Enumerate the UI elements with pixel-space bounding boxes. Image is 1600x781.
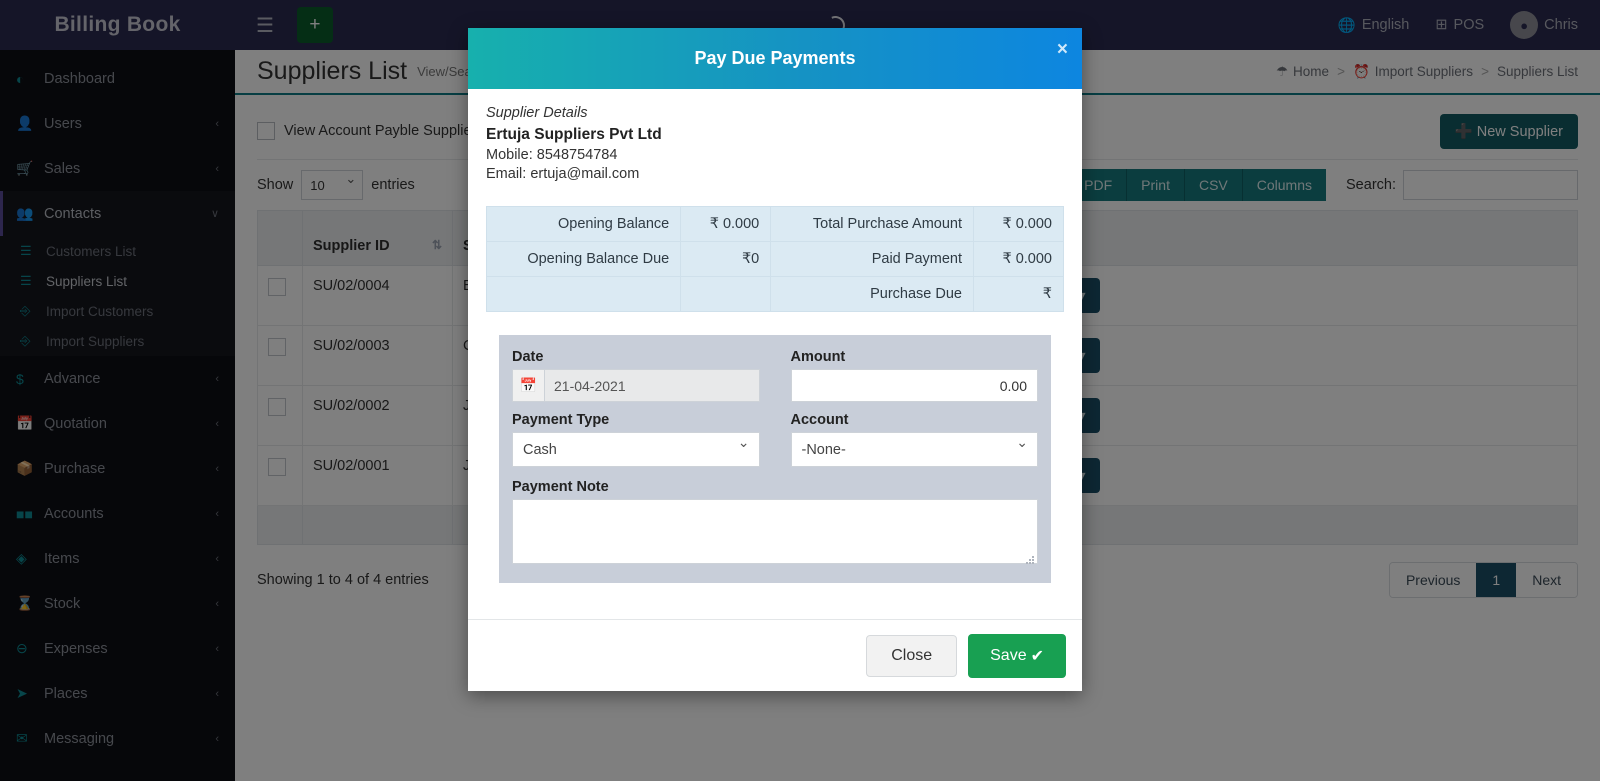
label-opening-balance-due: Opening Balance Due xyxy=(485,241,682,277)
payment-note-textarea[interactable] xyxy=(512,499,1038,564)
modal-header: Pay Due Payments × xyxy=(468,28,1082,89)
label-paid-payment: Paid Payment xyxy=(770,241,974,277)
supplier-email: Email: ertuja@mail.com xyxy=(486,166,640,182)
payment-type-wrap: Cash xyxy=(512,432,760,467)
form-row-2: Payment Type Cash Account -None- xyxy=(512,412,1038,467)
pay-due-payments-modal: Pay Due Payments × Supplier Details Ertu… xyxy=(468,28,1082,691)
label-total-purchase-amount: Total Purchase Amount xyxy=(770,206,974,242)
payment-note-wrap xyxy=(512,499,1038,569)
date-input-group: 📅 xyxy=(512,369,760,402)
value-total-purchase-amount: ₹ 0.000 xyxy=(973,206,1064,242)
check-icon: ✔ xyxy=(1030,647,1044,665)
date-input[interactable] xyxy=(544,369,760,402)
payment-form: Date 📅 Amount Payment Type xyxy=(499,335,1051,583)
supplier-name: Ertuja Suppliers Pvt Ltd xyxy=(486,126,662,143)
modal-body: Supplier Details Ertuja Suppliers Pvt Lt… xyxy=(468,89,1082,583)
form-row-1: Date 📅 Amount xyxy=(512,349,1038,402)
close-button[interactable]: Close xyxy=(866,634,958,677)
close-icon[interactable]: × xyxy=(1056,39,1068,60)
amount-field: Amount xyxy=(790,349,1038,402)
balance-row: Opening Balance ₹ 0.000 Total Purchase A… xyxy=(485,206,1064,242)
date-label: Date xyxy=(512,349,544,365)
account-select[interactable]: -None- xyxy=(790,432,1038,467)
payment-type-field: Payment Type Cash xyxy=(512,412,760,467)
balance-row: Opening Balance Due ₹0 Paid Payment ₹ 0.… xyxy=(485,241,1064,277)
save-label: Save xyxy=(990,646,1027,664)
account-label: Account xyxy=(790,412,849,428)
supplier-mobile: Mobile: 8548754784 xyxy=(486,147,618,163)
value-opening-balance-due: ₹0 xyxy=(680,241,772,277)
calendar-icon[interactable]: 📅 xyxy=(512,369,544,402)
value-opening-balance: ₹ 0.000 xyxy=(680,206,772,242)
amount-input[interactable] xyxy=(790,369,1038,402)
balance-row: Purchase Due ₹ xyxy=(485,276,1064,312)
modal-title: Pay Due Payments xyxy=(694,48,856,68)
payment-note-label: Payment Note xyxy=(512,479,609,495)
value-blank xyxy=(680,276,772,312)
account-wrap: -None- xyxy=(790,432,1038,467)
label-purchase-due: Purchase Due xyxy=(770,276,974,312)
supplier-details-label: Supplier Details xyxy=(486,105,588,121)
label-blank xyxy=(485,276,682,312)
modal-footer: Close Save ✔ xyxy=(468,619,1082,691)
account-field: Account -None- xyxy=(790,412,1038,467)
date-field: Date 📅 xyxy=(512,349,760,402)
value-paid-payment: ₹ 0.000 xyxy=(973,241,1064,277)
value-purchase-due: ₹ xyxy=(973,276,1064,312)
payment-type-select[interactable]: Cash xyxy=(512,432,760,467)
amount-label: Amount xyxy=(790,349,846,365)
label-opening-balance: Opening Balance xyxy=(485,206,682,242)
balance-table: Opening Balance ₹ 0.000 Total Purchase A… xyxy=(485,206,1064,312)
save-button[interactable]: Save ✔ xyxy=(968,633,1066,678)
payment-type-label: Payment Type xyxy=(512,412,610,428)
